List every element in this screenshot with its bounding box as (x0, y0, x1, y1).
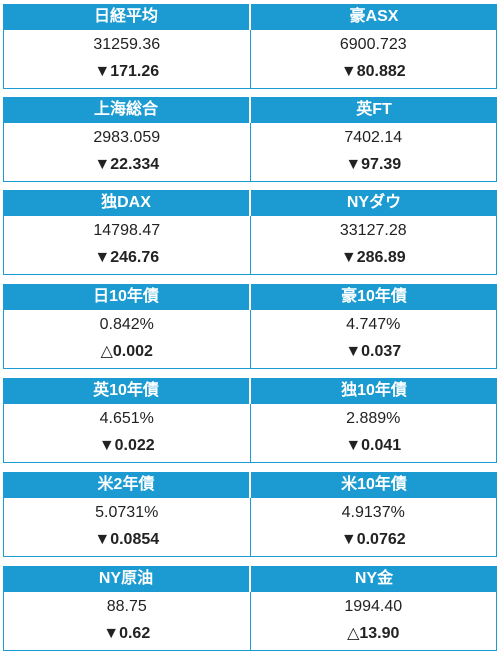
index-value: 2.889% (346, 410, 401, 427)
index-title: 日経平均 (93, 8, 158, 25)
block-body: 5.0731% ▼0.0854 4.9137% ▼0.0762 (3, 498, 497, 557)
index-value: 88.75 (106, 598, 147, 615)
index-cell: 0.842% △0.002 (4, 310, 250, 368)
block-body: 31259.36 ▼171.26 6900.723 ▼80.882 (3, 30, 497, 89)
index-change: ▼0.037 (345, 343, 402, 360)
index-cell: 1994.40 △13.90 (249, 592, 497, 650)
index-change: ▼22.334 (94, 156, 160, 173)
block-body: 4.651% ▼0.022 2.889% ▼0.041 (3, 404, 497, 463)
index-cell: 6900.723 ▼80.882 (249, 30, 497, 88)
block-header: 上海総合 英FT (3, 97, 497, 123)
block-body: 88.75 ▼0.62 1994.40 △13.90 (3, 592, 497, 651)
index-value: 31259.36 (93, 36, 161, 53)
index-value: 5.0731% (95, 504, 159, 521)
index-cell: 5.0731% ▼0.0854 (4, 498, 250, 556)
index-title: 豪ASX (249, 4, 497, 30)
market-block: 日10年債 豪10年債 0.842% △0.002 4.747% ▼0.037 (3, 284, 497, 369)
index-change: ▼0.0762 (340, 531, 406, 548)
block-header: 独DAX NYダウ (3, 190, 497, 216)
index-change: △0.002 (100, 343, 153, 360)
index-cell: 4.651% ▼0.022 (4, 404, 250, 462)
index-title: 上海総合 (93, 101, 158, 118)
index-cell: 4.9137% ▼0.0762 (249, 498, 497, 556)
index-title: 独10年債 (249, 378, 497, 404)
market-block: 上海総合 英FT 2983.059 ▼22.334 7402.14 ▼97.39 (3, 97, 497, 182)
index-value: 1994.40 (344, 598, 403, 615)
index-change: ▼80.882 (340, 63, 406, 80)
block-header: 日10年債 豪10年債 (3, 284, 497, 310)
index-value: 7402.14 (344, 129, 403, 146)
index-title: 日10年債 (93, 288, 159, 305)
index-cell: 2983.059 ▼22.334 (4, 123, 250, 181)
index-value: 0.842% (99, 316, 154, 333)
index-title: 英FT (249, 97, 497, 123)
index-change: ▼0.0854 (94, 531, 160, 548)
block-header: 英10年債 独10年債 (3, 378, 497, 404)
index-value: 4.9137% (341, 504, 405, 521)
index-cell: 4.747% ▼0.037 (249, 310, 497, 368)
index-change: ▼246.76 (94, 249, 160, 266)
market-block: 米2年債 米10年債 5.0731% ▼0.0854 4.9137% ▼0.07… (3, 472, 497, 557)
index-cell: 31259.36 ▼171.26 (4, 30, 250, 88)
index-cell: 33127.28 ▼286.89 (249, 216, 497, 274)
index-change: ▼171.26 (94, 63, 160, 80)
index-cell: 14798.47 ▼246.76 (4, 216, 250, 274)
index-change: ▼286.89 (340, 249, 406, 266)
market-block: NY原油 NY金 88.75 ▼0.62 1994.40 △13.90 (3, 566, 497, 651)
index-title: 英10年債 (93, 382, 159, 399)
index-value: 4.747% (346, 316, 401, 333)
market-block: 独DAX NYダウ 14798.47 ▼246.76 33127.28 ▼286… (3, 190, 497, 275)
index-title: 独DAX (101, 194, 151, 211)
index-value: 6900.723 (339, 36, 407, 53)
index-title: 米2年債 (97, 476, 155, 493)
block-body: 14798.47 ▼246.76 33127.28 ▼286.89 (3, 216, 497, 275)
index-title: NY原油 (98, 570, 154, 587)
index-title: 米10年債 (249, 472, 497, 498)
index-change: △13.90 (347, 625, 400, 642)
market-block: 日経平均 豪ASX 31259.36 ▼171.26 6900.723 ▼80.… (3, 4, 497, 89)
index-cell: 2.889% ▼0.041 (249, 404, 497, 462)
index-change: ▼0.041 (345, 437, 402, 454)
index-change: ▼97.39 (345, 156, 402, 173)
block-header: NY原油 NY金 (3, 566, 497, 592)
index-title: NY金 (249, 566, 497, 592)
block-body: 0.842% △0.002 4.747% ▼0.037 (3, 310, 497, 369)
block-body: 2983.059 ▼22.334 7402.14 ▼97.39 (3, 123, 497, 182)
index-value: 33127.28 (339, 222, 407, 239)
index-value: 4.651% (99, 410, 154, 427)
index-title: NYダウ (249, 190, 497, 216)
index-cell: 7402.14 ▼97.39 (249, 123, 497, 181)
index-change: ▼0.022 (98, 437, 155, 454)
block-header: 日経平均 豪ASX (3, 4, 497, 30)
market-block: 英10年債 独10年債 4.651% ▼0.022 2.889% ▼0.041 (3, 378, 497, 463)
index-value: 14798.47 (93, 222, 161, 239)
index-title: 豪10年債 (249, 284, 497, 310)
block-header: 米2年債 米10年債 (3, 472, 497, 498)
index-value: 2983.059 (93, 129, 161, 146)
index-cell: 88.75 ▼0.62 (4, 592, 250, 650)
index-change: ▼0.62 (103, 625, 151, 642)
